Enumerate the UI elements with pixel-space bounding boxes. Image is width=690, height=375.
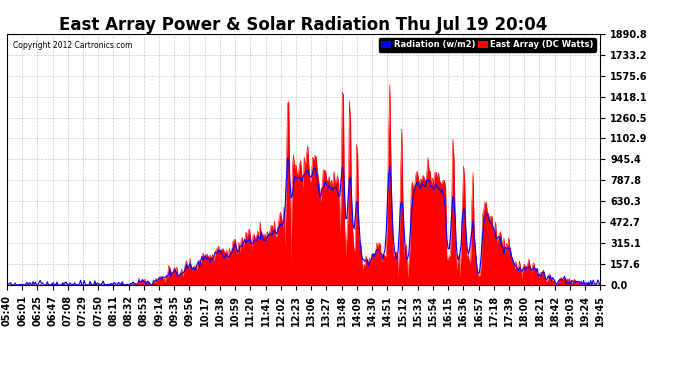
Text: Copyright 2012 Cartronics.com: Copyright 2012 Cartronics.com — [13, 41, 132, 50]
Legend: Radiation (w/m2), East Array (DC Watts): Radiation (w/m2), East Array (DC Watts) — [379, 38, 596, 52]
Title: East Array Power & Solar Radiation Thu Jul 19 20:04: East Array Power & Solar Radiation Thu J… — [59, 16, 548, 34]
